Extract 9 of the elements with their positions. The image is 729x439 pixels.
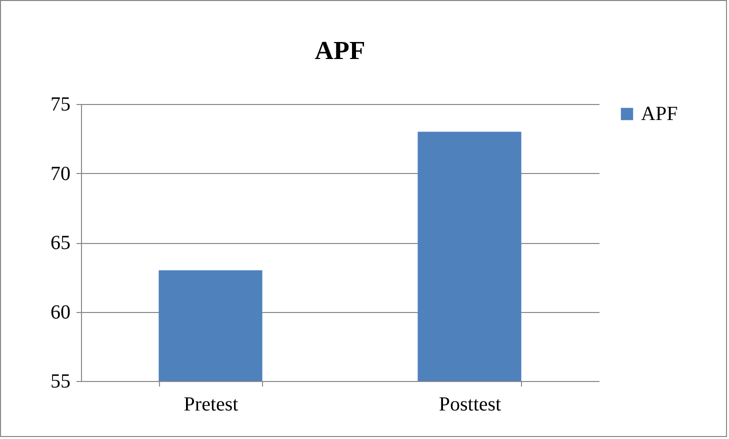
x-tick-label: Pretest bbox=[184, 394, 239, 416]
x-tick-label: Posttest bbox=[438, 394, 502, 416]
y-tick-label: 60 bbox=[50, 301, 70, 324]
y-tick-label: 55 bbox=[50, 370, 70, 392]
y-tick-label: 70 bbox=[50, 162, 70, 185]
y-tick-label: 75 bbox=[50, 94, 70, 116]
y-tick-label: 65 bbox=[50, 232, 70, 254]
legend-label: APF bbox=[641, 103, 678, 125]
chart-title: APF bbox=[314, 36, 366, 65]
